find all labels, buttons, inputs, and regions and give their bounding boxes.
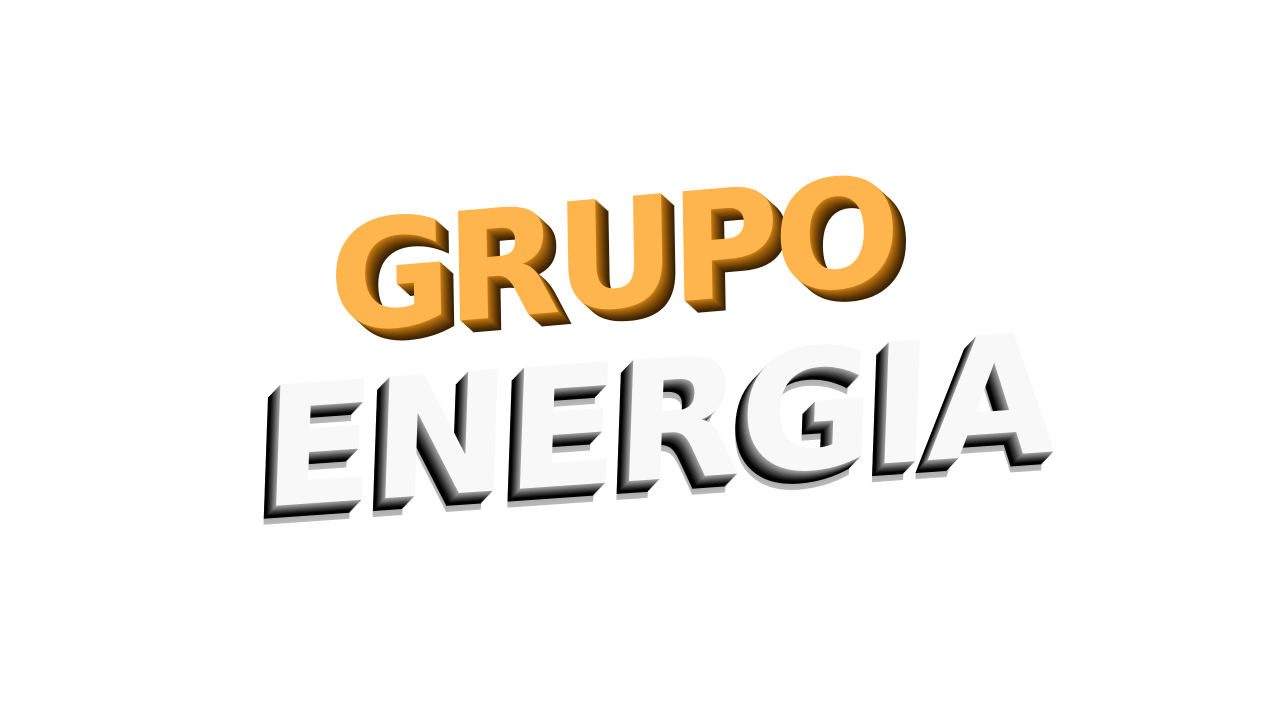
logo-word-energia: ENERGIA: [259, 297, 1057, 548]
